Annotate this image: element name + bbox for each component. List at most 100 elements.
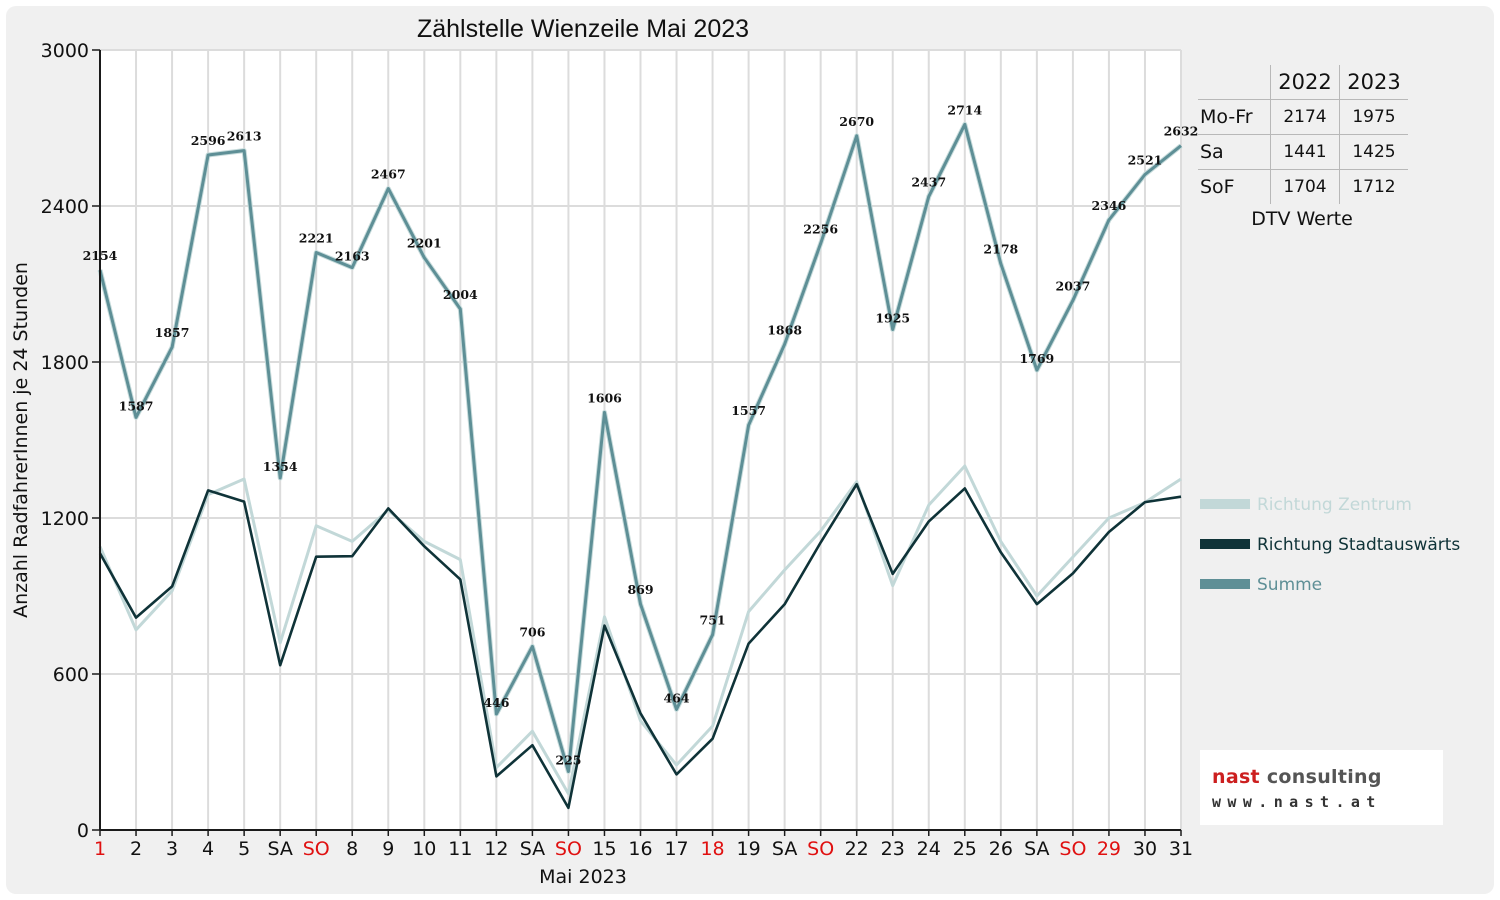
nast-logo: nast consulting www.nast.at (1200, 750, 1443, 825)
x-tick-label: 17 (664, 838, 688, 860)
logo-brand: nast consulting (1212, 766, 1382, 788)
y-tick-label: 3000 (41, 40, 89, 62)
legend-swatch (1200, 579, 1250, 589)
x-tick-label: SO (1059, 838, 1086, 860)
y-tick-label: 1200 (41, 508, 89, 530)
x-tick-label: 1 (94, 838, 106, 860)
x-tick-label: 19 (737, 838, 761, 860)
data-label: 464 (663, 690, 689, 705)
y-tick-label: 0 (77, 820, 89, 842)
y-tick-label: 2400 (41, 196, 89, 218)
data-label: 1925 (875, 311, 910, 326)
data-label: 1769 (1019, 351, 1054, 366)
x-tick-label: SA (267, 838, 292, 860)
data-label: 2346 (1092, 198, 1127, 213)
x-tick-label: 15 (592, 838, 616, 860)
data-label: 2670 (839, 114, 874, 129)
x-tick-label: 2 (130, 838, 142, 860)
data-label: 2613 (227, 129, 262, 144)
x-tick-label: 24 (917, 838, 941, 860)
data-label: 2037 (1056, 278, 1091, 293)
x-tick-label: 9 (382, 838, 394, 860)
data-label: 1587 (119, 398, 154, 413)
data-label: 2521 (1128, 153, 1163, 168)
data-label: 1868 (767, 322, 802, 337)
logo-brand-consulting: consulting (1259, 766, 1382, 788)
dtv-row-label: Sa (1198, 134, 1271, 170)
grid-lines (100, 49, 1182, 830)
data-label: 2256 (803, 221, 838, 236)
y-tick-label: 600 (53, 664, 89, 686)
dtv-table: 2022 2023 Mo-Fr 2174 1975 Sa 1441 1425 S… (1198, 65, 1408, 204)
x-tick-label: 16 (628, 838, 652, 860)
x-tick-label: 5 (238, 838, 250, 860)
legend-swatch (1200, 499, 1250, 509)
data-label: 1557 (731, 403, 766, 418)
data-label: 2467 (371, 167, 406, 182)
x-tick-label: 29 (1097, 838, 1121, 860)
legend: Richtung Zentrum Richtung Stadtauswärts Su… (1200, 495, 1460, 595)
dtv-col-2022: 2022 (1270, 65, 1340, 100)
data-label: 2437 (911, 174, 946, 189)
data-label: 2596 (191, 133, 226, 148)
dtv-cell: 1441 (1270, 134, 1340, 170)
data-label: 869 (627, 582, 653, 597)
x-tick-label: 10 (412, 838, 436, 860)
chart-title: Zählstelle Wienzeile Mai 2023 (417, 15, 749, 43)
x-tick-label: SA (520, 838, 545, 860)
dtv-caption: DTV Werte (1251, 208, 1353, 230)
legend-label: Richtung Zentrum (1257, 495, 1412, 515)
dtv-cell: 1975 (1339, 99, 1408, 135)
x-tick-label: 8 (346, 838, 358, 860)
data-label: 2178 (983, 242, 1018, 257)
y-tick-label: 1800 (41, 352, 89, 374)
dtv-cell: 1425 (1339, 134, 1408, 170)
data-label: 2221 (299, 231, 334, 246)
x-tick-label: SA (1024, 838, 1049, 860)
data-label: 706 (519, 624, 545, 639)
data-label: 1606 (587, 390, 622, 405)
x-tick-label: 30 (1133, 838, 1157, 860)
data-label: 751 (700, 613, 726, 628)
series-line-summe (98, 122, 1182, 773)
x-tick-label: 4 (202, 838, 214, 860)
x-tick-label: SO (303, 838, 330, 860)
x-axis-label: Mai 2023 (539, 866, 627, 888)
legend-label: Summe (1257, 575, 1322, 595)
dtv-row-label: Mo-Fr (1198, 99, 1271, 135)
x-tick-label: 31 (1169, 838, 1193, 860)
x-tick-label: 18 (700, 838, 724, 860)
data-label: 1857 (155, 325, 190, 340)
logo-url: www.nast.at (1212, 793, 1382, 811)
x-tick-label: 25 (953, 838, 977, 860)
data-label: 2714 (947, 102, 982, 117)
x-tick-label: 23 (881, 838, 905, 860)
logo-brand-nast: nast (1212, 766, 1260, 788)
data-label: 2004 (443, 287, 478, 302)
x-tick-label: 11 (448, 838, 472, 860)
x-tick-label: SO (555, 838, 582, 860)
dtv-cell: 2174 (1270, 99, 1340, 135)
series-line-zentrum (98, 464, 1182, 796)
series-lines (97, 121, 1183, 810)
x-tick-label: 12 (484, 838, 508, 860)
data-label: 446 (483, 695, 509, 710)
dtv-row-label: SoF (1200, 176, 1235, 198)
x-tick-label: 3 (166, 838, 178, 860)
x-tick-label: SO (807, 838, 834, 860)
data-label: 2163 (335, 249, 370, 264)
data-label: 1354 (263, 459, 298, 474)
x-tick-label: 26 (989, 838, 1013, 860)
dtv-cell: 1712 (1339, 169, 1408, 204)
data-label: 2154 (83, 248, 118, 263)
x-tick-label: 22 (845, 838, 869, 860)
legend-label: Richtung Stadtauswärts (1257, 535, 1460, 555)
data-label: 2632 (1164, 124, 1199, 139)
series-line-stadtauswaerts (98, 482, 1182, 810)
dtv-col-2023: 2023 (1339, 65, 1408, 100)
data-label: 2201 (407, 236, 442, 251)
y-axis-label: Anzahl RadfahrerInnen je 24 Stunden (10, 262, 32, 618)
x-tick-label: SA (772, 838, 797, 860)
